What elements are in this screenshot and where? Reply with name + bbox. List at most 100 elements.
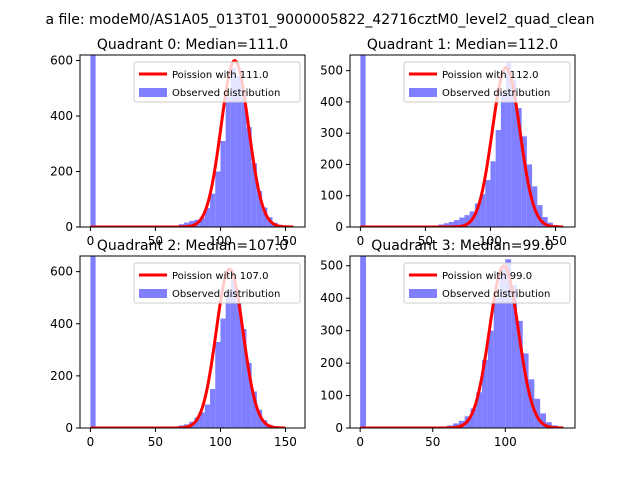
histogram-bar xyxy=(246,362,252,428)
poisson-curve xyxy=(90,267,286,428)
legend-box xyxy=(403,262,571,304)
panel-title: Quadrant 1: Median=112.0 xyxy=(367,37,558,53)
y-tick-label: 0 xyxy=(65,220,73,234)
histogram-bar xyxy=(522,353,529,428)
histogram-bar xyxy=(194,417,200,428)
x-tick-label: 0 xyxy=(357,234,365,248)
histogram-bar xyxy=(199,217,205,227)
x-tick-label: 50 xyxy=(148,435,163,449)
x-tick-label: 100 xyxy=(479,234,502,248)
legend: Poission with 99.0 Observed distribution xyxy=(403,262,571,304)
x-tick-label: 0 xyxy=(87,435,95,449)
y-tick-label: 200 xyxy=(50,369,73,383)
histogram-bar xyxy=(215,342,221,428)
histogram-bar xyxy=(225,289,231,428)
histogram-bar xyxy=(251,163,257,227)
legend-entry-poisson: Poission with 112.0 xyxy=(442,70,538,81)
poisson-curve xyxy=(360,66,564,227)
y-tick-label: 500 xyxy=(320,64,343,78)
histogram-bar xyxy=(220,318,226,428)
histogram-bar xyxy=(210,193,216,227)
histogram-bar xyxy=(225,96,231,227)
x-tick-label: 50 xyxy=(418,234,433,248)
x-tick-label: 0 xyxy=(356,435,364,449)
histogram-bar xyxy=(90,55,96,227)
histogram-bar xyxy=(500,92,507,227)
histogram-bar xyxy=(251,391,257,428)
legend-entry-poisson: Poission with 111.0 xyxy=(172,70,268,81)
y-tick-label: 0 xyxy=(335,421,343,435)
y-tick-label: 300 xyxy=(320,324,343,338)
histogram-bar xyxy=(453,423,459,428)
histogram-bar xyxy=(443,223,449,227)
histogram-bar xyxy=(189,220,195,227)
legend-bar-swatch xyxy=(409,88,437,97)
histogram-bar xyxy=(256,190,263,227)
histogram-bar xyxy=(454,220,460,227)
quadrant-panel-3: Quadrant 3: Median=99.0 0 50 100 0 100 200 300 4… xyxy=(320,238,576,449)
histogram-bar xyxy=(464,215,470,227)
histogram-bar xyxy=(199,412,205,428)
legend-entry-observed: Observed distribution xyxy=(442,88,550,99)
y-tick-label: 200 xyxy=(320,356,343,370)
histogram-bar xyxy=(459,217,465,227)
x-tick-label: 150 xyxy=(274,435,297,449)
legend-entry-poisson: Poission with 107.0 xyxy=(172,271,268,282)
histogram-bar xyxy=(204,208,211,227)
axes-frame xyxy=(79,54,306,228)
histogram-bar xyxy=(262,207,268,227)
y-tick-label: 0 xyxy=(65,421,73,435)
legend-bar-swatch xyxy=(139,289,167,298)
x-tick-label: 100 xyxy=(494,435,517,449)
histogram-bar xyxy=(215,171,221,227)
histogram-bar xyxy=(521,136,527,227)
y-tick-label: 400 xyxy=(320,95,343,109)
histogram-bar xyxy=(506,62,512,227)
histogram-bar xyxy=(230,67,237,227)
x-tick-label: 0 xyxy=(87,234,95,248)
histogram-bar xyxy=(493,298,500,428)
quadrant-panel-0: Quadrant 0: Median=111.0 0 50 100 150 0 200 400… xyxy=(50,37,306,248)
poisson-curve xyxy=(360,264,564,428)
histogram-bar xyxy=(490,161,496,227)
quadrant-panel-2: Quadrant 2: Median=107.0 0 50 100 150 0 200 400… xyxy=(50,238,306,449)
histogram-bar xyxy=(230,279,237,428)
histogram-bar xyxy=(516,320,523,428)
y-tick-label: 200 xyxy=(320,157,343,171)
figure-suptitle: a file: modeM0/AS1A05_013T01_9000005822_… xyxy=(46,12,595,28)
histogram-bar xyxy=(90,256,96,428)
histogram-bar xyxy=(241,328,247,428)
histogram-bar xyxy=(545,422,552,428)
y-tick-label: 400 xyxy=(320,291,343,305)
y-tick-label: 600 xyxy=(50,265,73,279)
histogram-bar xyxy=(511,285,517,428)
x-tick-label: 50 xyxy=(425,435,440,449)
histogram-bar xyxy=(474,203,481,227)
histogram-bar xyxy=(511,80,517,227)
y-tick-label: 400 xyxy=(50,109,73,123)
y-tick-label: 500 xyxy=(320,259,343,273)
histogram-bar xyxy=(480,194,486,227)
quadrant-panel-1: Quadrant 1: Median=112.0 0 50 100 150 0 100 200… xyxy=(320,37,576,248)
histogram-bar xyxy=(485,180,491,227)
histogram-bar xyxy=(470,408,477,428)
legend-entry-poisson: Poission with 99.0 xyxy=(442,271,532,282)
histogram-bar xyxy=(241,96,247,227)
histogram-bar xyxy=(448,221,455,227)
histogram-bar xyxy=(487,330,494,428)
histogram-bar xyxy=(360,256,366,428)
histogram-bar xyxy=(210,388,216,428)
panel-title: Quadrant 0: Median=111.0 xyxy=(97,37,288,53)
histogram-bar xyxy=(360,55,366,227)
histogram-bar xyxy=(516,108,522,227)
legend-bar-swatch xyxy=(139,88,167,97)
histogram-bar xyxy=(184,222,190,227)
legend-box xyxy=(403,61,571,103)
panel-title: Quadrant 3: Median=99.0 xyxy=(371,238,553,254)
axes-frame xyxy=(349,255,576,429)
histogram-bar xyxy=(505,259,512,428)
y-tick-label: 0 xyxy=(335,220,343,234)
legend: Poission with 111.0 Observed distribution xyxy=(133,61,301,103)
histogram-bar xyxy=(246,127,252,227)
